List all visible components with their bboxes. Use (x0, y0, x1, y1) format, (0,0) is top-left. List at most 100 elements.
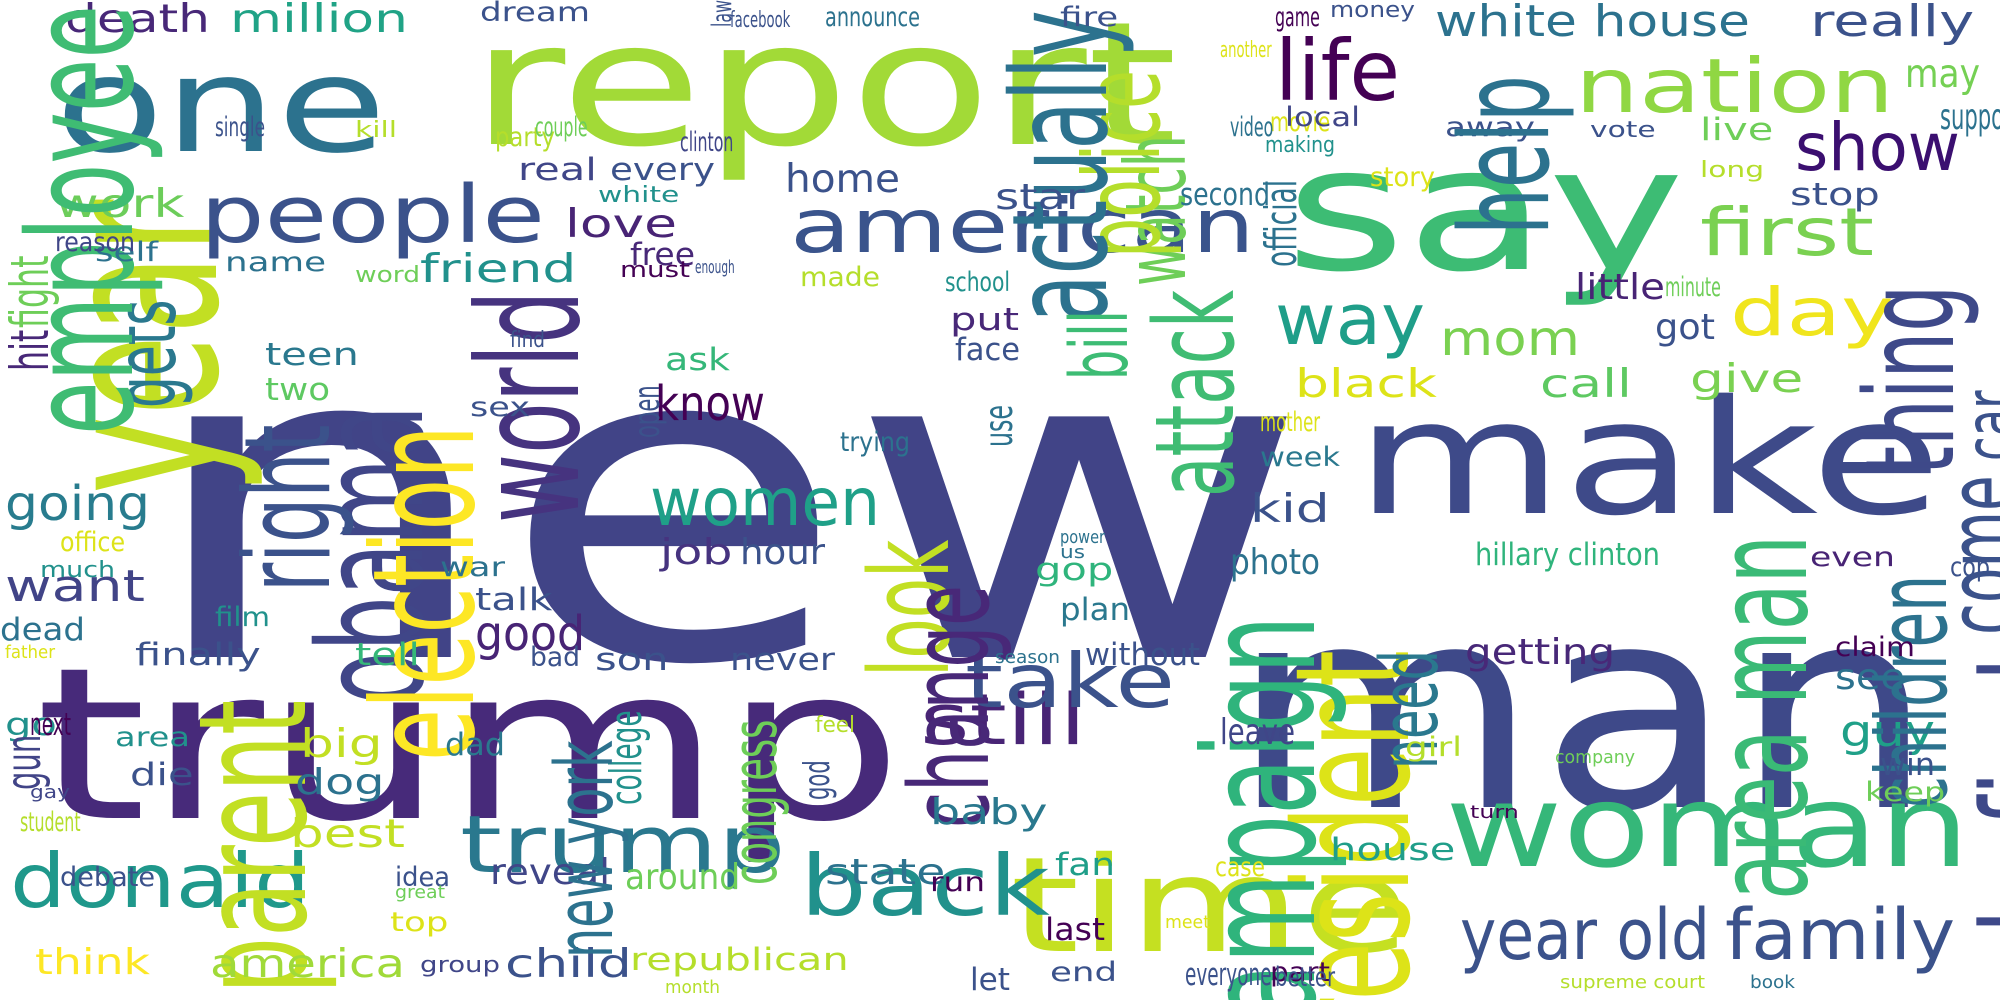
word-cloud-word: area man (1689, 534, 1837, 901)
word-cloud-word: making (1265, 133, 1336, 158)
word-cloud-word: student (20, 807, 81, 838)
word-cloud-word: year old (1460, 894, 1711, 976)
word-cloud-word: story (1370, 162, 1435, 193)
word-cloud-word: love (565, 201, 678, 247)
word-cloud-word: let (970, 962, 1011, 998)
word-cloud-word: baby (930, 792, 1048, 833)
word-cloud-word: way (1275, 279, 1426, 361)
word-cloud-word: single (215, 112, 266, 143)
word-cloud-word: area (115, 722, 190, 753)
word-cloud-word: power (1060, 528, 1106, 548)
word-cloud-word: son (595, 642, 669, 678)
word-cloud-word: self (95, 237, 158, 268)
word-cloud-word: say (1285, 111, 1685, 310)
word-cloud-word: star (995, 177, 1085, 218)
word-cloud-word: house (1330, 832, 1456, 868)
word-cloud-word: fan (1055, 847, 1116, 883)
word-cloud-word: must (620, 258, 691, 283)
word-cloud-word: american (790, 183, 1255, 270)
word-cloud-word: dog (295, 762, 385, 803)
word-cloud-word: find (510, 328, 545, 353)
word-cloud-word: bad (530, 642, 581, 673)
word-cloud-word: keep (1865, 777, 1946, 808)
word-cloud-word: talk (475, 582, 553, 618)
word-cloud-word: group (420, 953, 501, 978)
word-cloud-word: study finds (1952, 609, 2000, 1000)
word-cloud-word: go (5, 707, 57, 743)
word-cloud-word: good (475, 606, 586, 662)
word-cloud-word: open (627, 384, 668, 438)
word-cloud-word: first (1700, 194, 1875, 271)
word-cloud-word: war (440, 552, 505, 583)
word-cloud-word: black (1295, 361, 1437, 407)
word-cloud-word: case (1215, 852, 1265, 883)
word-cloud-word: win (1880, 747, 1936, 783)
word-cloud-word: really (1810, 0, 1975, 47)
word-cloud-word: teen (265, 337, 359, 373)
word-cloud-word: idea (395, 862, 451, 893)
word-cloud-word: party (495, 122, 555, 153)
word-cloud-word: kill (355, 118, 397, 143)
word-cloud-word: hit (0, 329, 61, 372)
word-cloud-word: another (1220, 38, 1272, 63)
word-cloud-word: part (1270, 957, 1331, 988)
word-cloud-word: donald (10, 838, 311, 925)
word-cloud-word: support (1940, 97, 2000, 138)
word-cloud-word: job (660, 532, 733, 573)
word-cloud-word: white house (1435, 0, 1750, 47)
word-cloud-word: white (598, 183, 680, 208)
word-cloud-word: campaign (1172, 614, 1351, 1000)
word-cloud-word: run (930, 867, 985, 898)
word-cloud-word: long (1700, 158, 1765, 183)
word-cloud-word: mother (1260, 407, 1321, 438)
word-cloud-word: supreme court (1560, 973, 1706, 993)
word-cloud-word: couple (535, 112, 588, 143)
word-cloud-word: away (1445, 112, 1535, 143)
word-cloud-word: may (1905, 51, 1981, 97)
word-cloud-word: got (1655, 307, 1716, 348)
word-cloud-word: much (40, 558, 115, 583)
word-cloud-word: turn (1470, 803, 1519, 823)
word-cloud-word: dream (480, 0, 591, 28)
word-cloud-word: right (220, 424, 358, 593)
word-cloud-word: debate (60, 862, 155, 893)
word-cloud-word: film (215, 602, 270, 633)
word-cloud-word: video (1230, 112, 1274, 143)
word-cloud-word: child (505, 941, 632, 987)
word-cloud-word: school (945, 267, 1010, 298)
word-cloud-word: claim (1835, 632, 1916, 663)
word-cloud-word: day (1730, 274, 1894, 351)
word-cloud-word: facebook (730, 8, 791, 33)
word-cloud-word: money (1330, 0, 1415, 23)
word-cloud-word: dad (445, 727, 506, 763)
word-cloud-word: car (1948, 389, 2000, 461)
word-cloud-word: month (665, 978, 720, 998)
word-cloud-word: take (965, 638, 1176, 725)
word-cloud-word: best (290, 811, 405, 857)
word-cloud-word: game (1275, 2, 1320, 33)
word-cloud-word: everyone (1185, 957, 1272, 993)
word-cloud-word: meet (1165, 913, 1211, 933)
word-cloud-word: make (1355, 367, 1943, 551)
word-cloud-word: big (300, 721, 383, 767)
word-cloud-word: feel (815, 713, 855, 738)
word-cloud-word: plan (1060, 592, 1131, 628)
word-cloud-word: next (30, 707, 71, 743)
word-cloud-word: official (1256, 179, 1307, 268)
word-cloud-word: trying (840, 427, 911, 458)
word-cloud-word: real (518, 152, 597, 188)
word-cloud-word: new york (538, 739, 631, 958)
word-cloud-word: little (1575, 267, 1665, 308)
word-cloud-word: announce (825, 2, 921, 33)
word-cloud-word: family (1725, 894, 1956, 976)
word-cloud-word: gay (30, 783, 71, 803)
word-cloud-word: office (60, 527, 126, 558)
word-cloud-word: still (920, 679, 1086, 761)
word-cloud-word: life (1275, 22, 1401, 120)
word-cloud-word: kid (1250, 486, 1330, 532)
word-cloud-word: two (265, 372, 331, 408)
word-cloud-word: million (230, 0, 408, 42)
word-cloud-word: free (630, 237, 695, 273)
word-cloud-word: movie (1270, 107, 1330, 138)
